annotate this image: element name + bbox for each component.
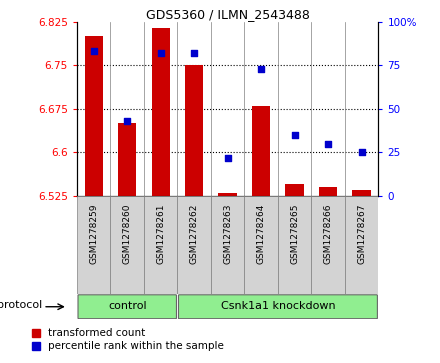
Point <box>224 155 231 160</box>
Text: GSM1278259: GSM1278259 <box>89 204 98 264</box>
Bar <box>312 196 345 294</box>
Title: GDS5360 / ILMN_2543488: GDS5360 / ILMN_2543488 <box>146 8 310 21</box>
Point <box>358 150 365 155</box>
FancyBboxPatch shape <box>179 295 378 319</box>
Text: GSM1278260: GSM1278260 <box>123 204 132 264</box>
Text: GSM1278262: GSM1278262 <box>190 204 199 264</box>
Bar <box>278 196 312 294</box>
Point <box>258 66 265 72</box>
Bar <box>144 196 177 294</box>
Bar <box>151 28 170 196</box>
Text: GSM1278267: GSM1278267 <box>357 204 366 264</box>
Bar <box>352 190 371 196</box>
Point <box>191 50 198 56</box>
Legend: transformed count, percentile rank within the sample: transformed count, percentile rank withi… <box>32 328 224 351</box>
Text: GSM1278263: GSM1278263 <box>223 204 232 264</box>
Bar <box>118 123 136 196</box>
Bar <box>319 187 337 196</box>
Bar <box>252 106 271 196</box>
Bar <box>211 196 245 294</box>
Bar <box>286 184 304 196</box>
Text: control: control <box>108 301 147 311</box>
Text: GSM1278264: GSM1278264 <box>257 204 266 264</box>
Bar <box>185 65 203 196</box>
Bar <box>245 196 278 294</box>
Bar <box>77 196 110 294</box>
Bar <box>345 196 378 294</box>
Text: GSM1278266: GSM1278266 <box>324 204 333 264</box>
Bar <box>219 193 237 196</box>
Text: GSM1278265: GSM1278265 <box>290 204 299 264</box>
Point <box>291 132 298 138</box>
Text: GSM1278261: GSM1278261 <box>156 204 165 264</box>
Point <box>90 49 97 54</box>
Text: protocol: protocol <box>0 301 42 310</box>
Point <box>124 118 131 124</box>
Point <box>157 50 164 56</box>
Bar <box>177 196 211 294</box>
Text: Csnk1a1 knockdown: Csnk1a1 knockdown <box>220 301 335 311</box>
Point <box>325 141 332 147</box>
Bar <box>84 36 103 196</box>
FancyBboxPatch shape <box>78 295 176 319</box>
Bar <box>110 196 144 294</box>
